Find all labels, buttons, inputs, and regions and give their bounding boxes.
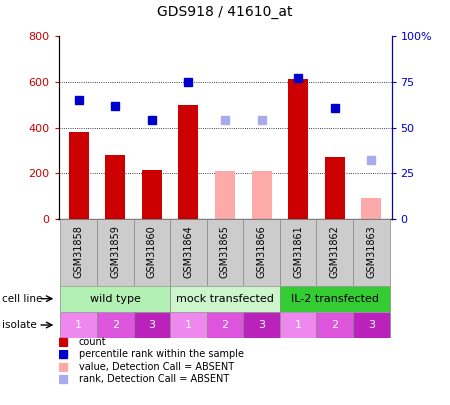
Bar xyxy=(280,312,316,338)
Text: GSM31859: GSM31859 xyxy=(110,225,120,278)
Text: GSM31865: GSM31865 xyxy=(220,225,230,278)
Bar xyxy=(170,312,207,338)
Text: 1: 1 xyxy=(185,320,192,330)
Bar xyxy=(316,312,353,338)
Bar xyxy=(280,219,316,286)
Bar xyxy=(97,219,134,286)
Text: 3: 3 xyxy=(368,320,375,330)
Bar xyxy=(105,155,125,219)
Bar xyxy=(280,286,390,312)
Text: isolate: isolate xyxy=(2,320,37,330)
Bar xyxy=(207,219,243,286)
Text: GSM31860: GSM31860 xyxy=(147,225,157,278)
Text: GSM31862: GSM31862 xyxy=(330,225,340,278)
Bar xyxy=(60,219,97,286)
Bar xyxy=(134,312,170,338)
Bar xyxy=(288,79,308,219)
Text: 3: 3 xyxy=(148,320,155,330)
Text: GSM31866: GSM31866 xyxy=(256,225,266,278)
Bar xyxy=(142,170,162,219)
Text: wild type: wild type xyxy=(90,294,141,304)
Bar xyxy=(243,312,280,338)
Bar xyxy=(361,198,382,219)
Text: percentile rank within the sample: percentile rank within the sample xyxy=(79,350,244,359)
Text: rank, Detection Call = ABSENT: rank, Detection Call = ABSENT xyxy=(79,375,229,384)
Bar xyxy=(252,171,272,219)
Text: 3: 3 xyxy=(258,320,265,330)
Text: GSM31858: GSM31858 xyxy=(74,225,84,278)
Text: 1: 1 xyxy=(75,320,82,330)
Bar xyxy=(215,171,235,219)
Bar xyxy=(316,219,353,286)
Text: GSM31864: GSM31864 xyxy=(184,225,194,278)
Bar xyxy=(170,286,280,312)
Bar xyxy=(325,157,345,219)
Bar xyxy=(353,219,390,286)
Bar xyxy=(97,312,134,338)
Text: GSM31863: GSM31863 xyxy=(366,225,376,278)
Bar xyxy=(134,219,170,286)
Text: 2: 2 xyxy=(221,320,229,330)
Bar xyxy=(60,312,97,338)
Text: GSM31861: GSM31861 xyxy=(293,225,303,278)
Bar xyxy=(178,105,198,219)
Text: GDS918 / 41610_at: GDS918 / 41610_at xyxy=(157,5,293,19)
Text: IL-2 transfected: IL-2 transfected xyxy=(291,294,379,304)
Text: value, Detection Call = ABSENT: value, Detection Call = ABSENT xyxy=(79,362,234,372)
Text: mock transfected: mock transfected xyxy=(176,294,274,304)
Bar xyxy=(60,286,170,312)
Text: 1: 1 xyxy=(295,320,302,330)
Text: 2: 2 xyxy=(331,320,338,330)
Bar xyxy=(243,219,280,286)
Bar xyxy=(68,132,89,219)
Text: count: count xyxy=(79,337,106,347)
Text: cell line: cell line xyxy=(2,294,43,304)
Text: 2: 2 xyxy=(112,320,119,330)
Bar xyxy=(353,312,390,338)
Bar xyxy=(170,219,207,286)
Bar xyxy=(207,312,243,338)
